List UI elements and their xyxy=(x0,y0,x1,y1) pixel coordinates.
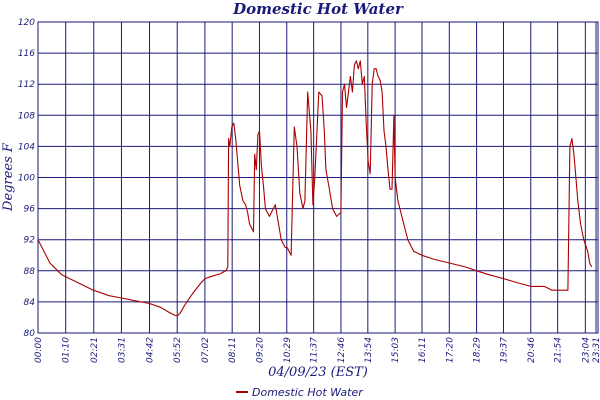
y-tick-label: 80 xyxy=(24,329,36,339)
grid xyxy=(37,21,598,334)
x-tick-label: 19:37 xyxy=(499,337,509,363)
x-tick-label: 23:04 xyxy=(581,337,591,363)
x-tick-label: 15:03 xyxy=(391,337,401,363)
x-tick-label: 08:11 xyxy=(228,337,238,363)
y-tick-label: 112 xyxy=(18,80,35,90)
x-tick-label: 17:20 xyxy=(445,337,455,363)
x-tick-label: 04:42 xyxy=(146,337,156,363)
legend: Domestic Hot Water xyxy=(236,386,364,399)
y-tick-label: 92 xyxy=(24,236,36,246)
y-axis-ticks: 80 84 88 92 96 100 104 108 112 116 120 xyxy=(18,18,35,339)
y-tick-label: 108 xyxy=(18,111,35,121)
x-tick-label: 03:31 xyxy=(117,337,127,363)
x-tick-label: 13:54 xyxy=(364,337,374,363)
x-tick-label: 11:37 xyxy=(310,337,320,363)
x-tick-label: 09:20 xyxy=(255,337,265,363)
x-tick-label: 18:29 xyxy=(473,337,483,363)
y-axis-label: Degrees F xyxy=(1,142,16,212)
x-tick-label: 10:29 xyxy=(283,337,293,363)
x-tick-label: 01:10 xyxy=(62,337,72,363)
y-tick-label: 104 xyxy=(18,142,35,152)
series-line xyxy=(37,60,593,317)
y-tick-label: 116 xyxy=(18,49,35,59)
x-axis-label: 04/09/23 (EST) xyxy=(268,365,368,380)
chart-title: Domestic Hot Water xyxy=(232,0,404,18)
y-tick-label: 120 xyxy=(18,18,35,28)
x-tick-label: 12:46 xyxy=(337,337,347,363)
x-tick-label: 07:02 xyxy=(201,337,211,363)
x-tick-label: 16:11 xyxy=(418,337,428,363)
plot-area xyxy=(37,60,593,317)
x-tick-label: 20:46 xyxy=(527,337,537,363)
y-tick-label: 88 xyxy=(24,267,36,277)
legend-label: Domestic Hot Water xyxy=(252,386,364,399)
y-tick-label: 84 xyxy=(24,298,36,308)
plot-frame xyxy=(37,21,599,334)
x-tick-label: 05:52 xyxy=(173,337,183,363)
y-tick-label: 100 xyxy=(18,174,35,184)
x-tick-label: 21:54 xyxy=(554,337,564,363)
x-tick-label: 00:00 xyxy=(34,337,44,363)
x-tick-label: 02:21 xyxy=(90,337,100,363)
x-tick-label: 23:31 xyxy=(592,337,600,363)
y-tick-label: 96 xyxy=(24,205,36,215)
x-axis-ticks: 00:00 01:10 02:21 03:31 04:42 05:52 07:02 08:11… xyxy=(34,337,600,363)
